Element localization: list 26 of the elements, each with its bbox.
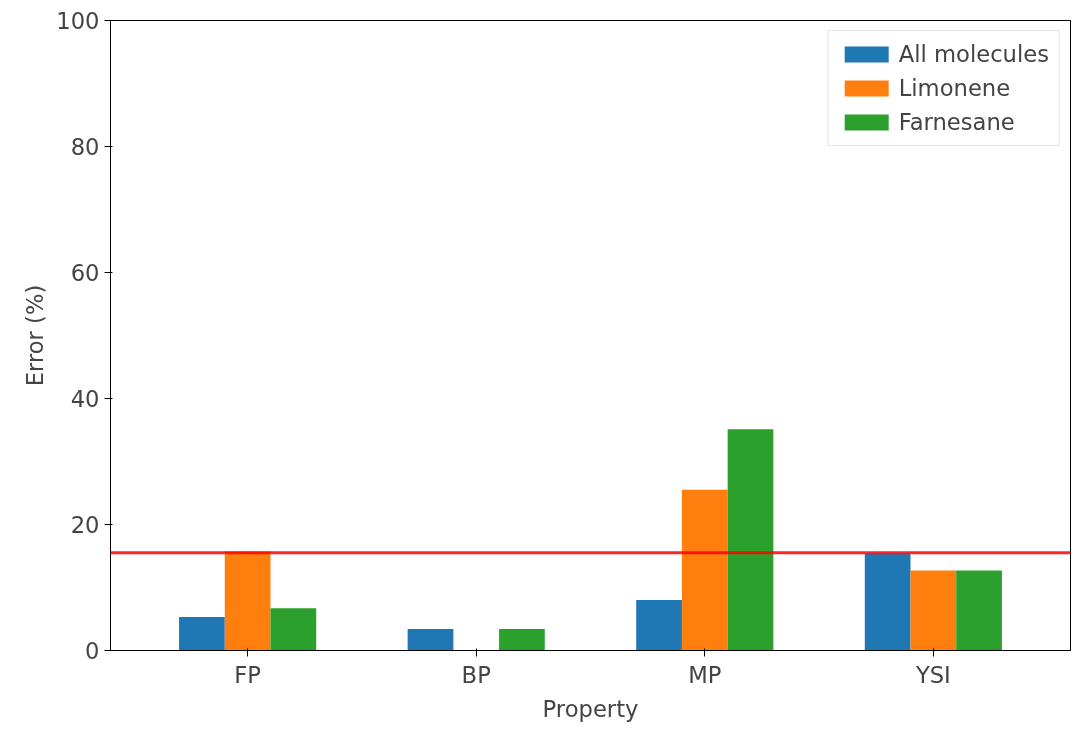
bar	[407, 629, 454, 651]
y-tick-label: 60	[70, 260, 100, 286]
bar	[270, 608, 317, 651]
bar	[179, 617, 225, 651]
y-tick-label: 20	[70, 512, 100, 538]
bar	[910, 570, 957, 651]
bar	[636, 600, 682, 651]
x-tick-label: YSI	[914, 661, 951, 688]
x-tick-label: MP	[688, 661, 722, 688]
x-tick-label: BP	[461, 661, 491, 688]
bar	[499, 629, 545, 651]
y-tick-label: 40	[70, 386, 100, 412]
legend-label: Farnesane	[898, 109, 1015, 135]
y-tick-label: 0	[85, 638, 100, 664]
y-tick-label: 100	[56, 8, 100, 34]
x-axis-title: Property	[542, 695, 639, 722]
bar	[224, 551, 271, 651]
bar	[864, 553, 911, 651]
bar	[956, 570, 1002, 651]
bar	[727, 429, 774, 651]
y-axis-title: Error (%)	[22, 284, 49, 387]
bar	[681, 489, 728, 651]
y-tick-label: 80	[70, 134, 100, 160]
legend-label: Limonene	[898, 75, 1011, 101]
x-tick-label: FP	[234, 661, 261, 688]
legend-label: All molecules	[898, 41, 1049, 67]
